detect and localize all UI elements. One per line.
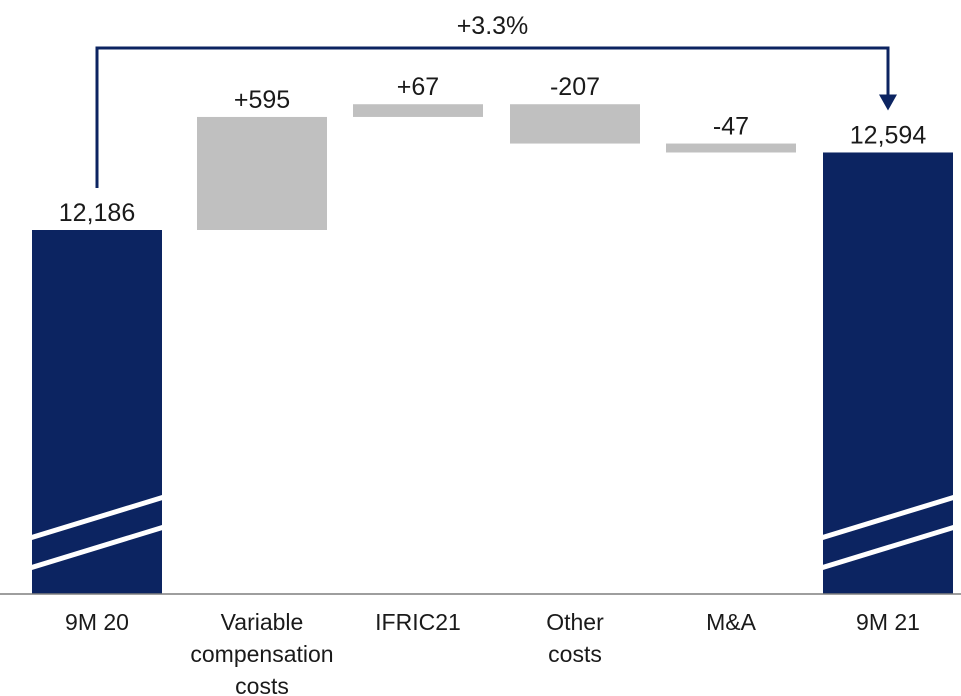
category-label-2: IFRIC21 xyxy=(375,609,461,635)
category-label-4: M&A xyxy=(706,609,757,635)
value-labels-group: 12,186 +595 +67 -207 -47 12,594 xyxy=(59,73,927,227)
category-label-line: M&A xyxy=(706,609,757,635)
category-label-line: IFRIC21 xyxy=(375,609,461,635)
axis-break-group xyxy=(30,497,955,568)
category-label-line: Other xyxy=(546,609,604,635)
change-label: +3.3% xyxy=(457,12,529,40)
bar-1 xyxy=(197,117,327,230)
bars-group xyxy=(32,104,953,594)
bar-2 xyxy=(353,104,483,117)
value-label-5: 12,594 xyxy=(850,121,927,149)
category-label-line: 9M 20 xyxy=(65,609,129,635)
value-label-0: 12,186 xyxy=(59,199,135,227)
category-label-line: 9M 21 xyxy=(856,609,920,635)
category-label-line: Variable xyxy=(221,609,304,635)
category-label-1: Variable compensation costs xyxy=(190,609,333,696)
bar-0 xyxy=(32,230,162,594)
category-label-5: 9M 21 xyxy=(856,609,920,635)
category-label-3: Other costs xyxy=(546,609,604,667)
category-label-line: costs xyxy=(548,641,602,667)
value-label-4: -47 xyxy=(713,113,749,141)
value-label-1: +595 xyxy=(234,86,290,114)
arrow-head-icon xyxy=(879,94,897,110)
bar-3 xyxy=(510,104,640,143)
category-label-line: costs xyxy=(235,673,289,696)
value-label-3: -207 xyxy=(550,73,600,101)
bar-4 xyxy=(666,144,796,153)
bar-5 xyxy=(823,152,953,594)
category-labels-group: 9M 20 Variable compensation costs IFRIC21 Oth… xyxy=(65,609,920,696)
category-label-line: compensation xyxy=(190,641,333,667)
value-label-2: +67 xyxy=(397,73,439,101)
category-label-0: 9M 20 xyxy=(65,609,129,635)
